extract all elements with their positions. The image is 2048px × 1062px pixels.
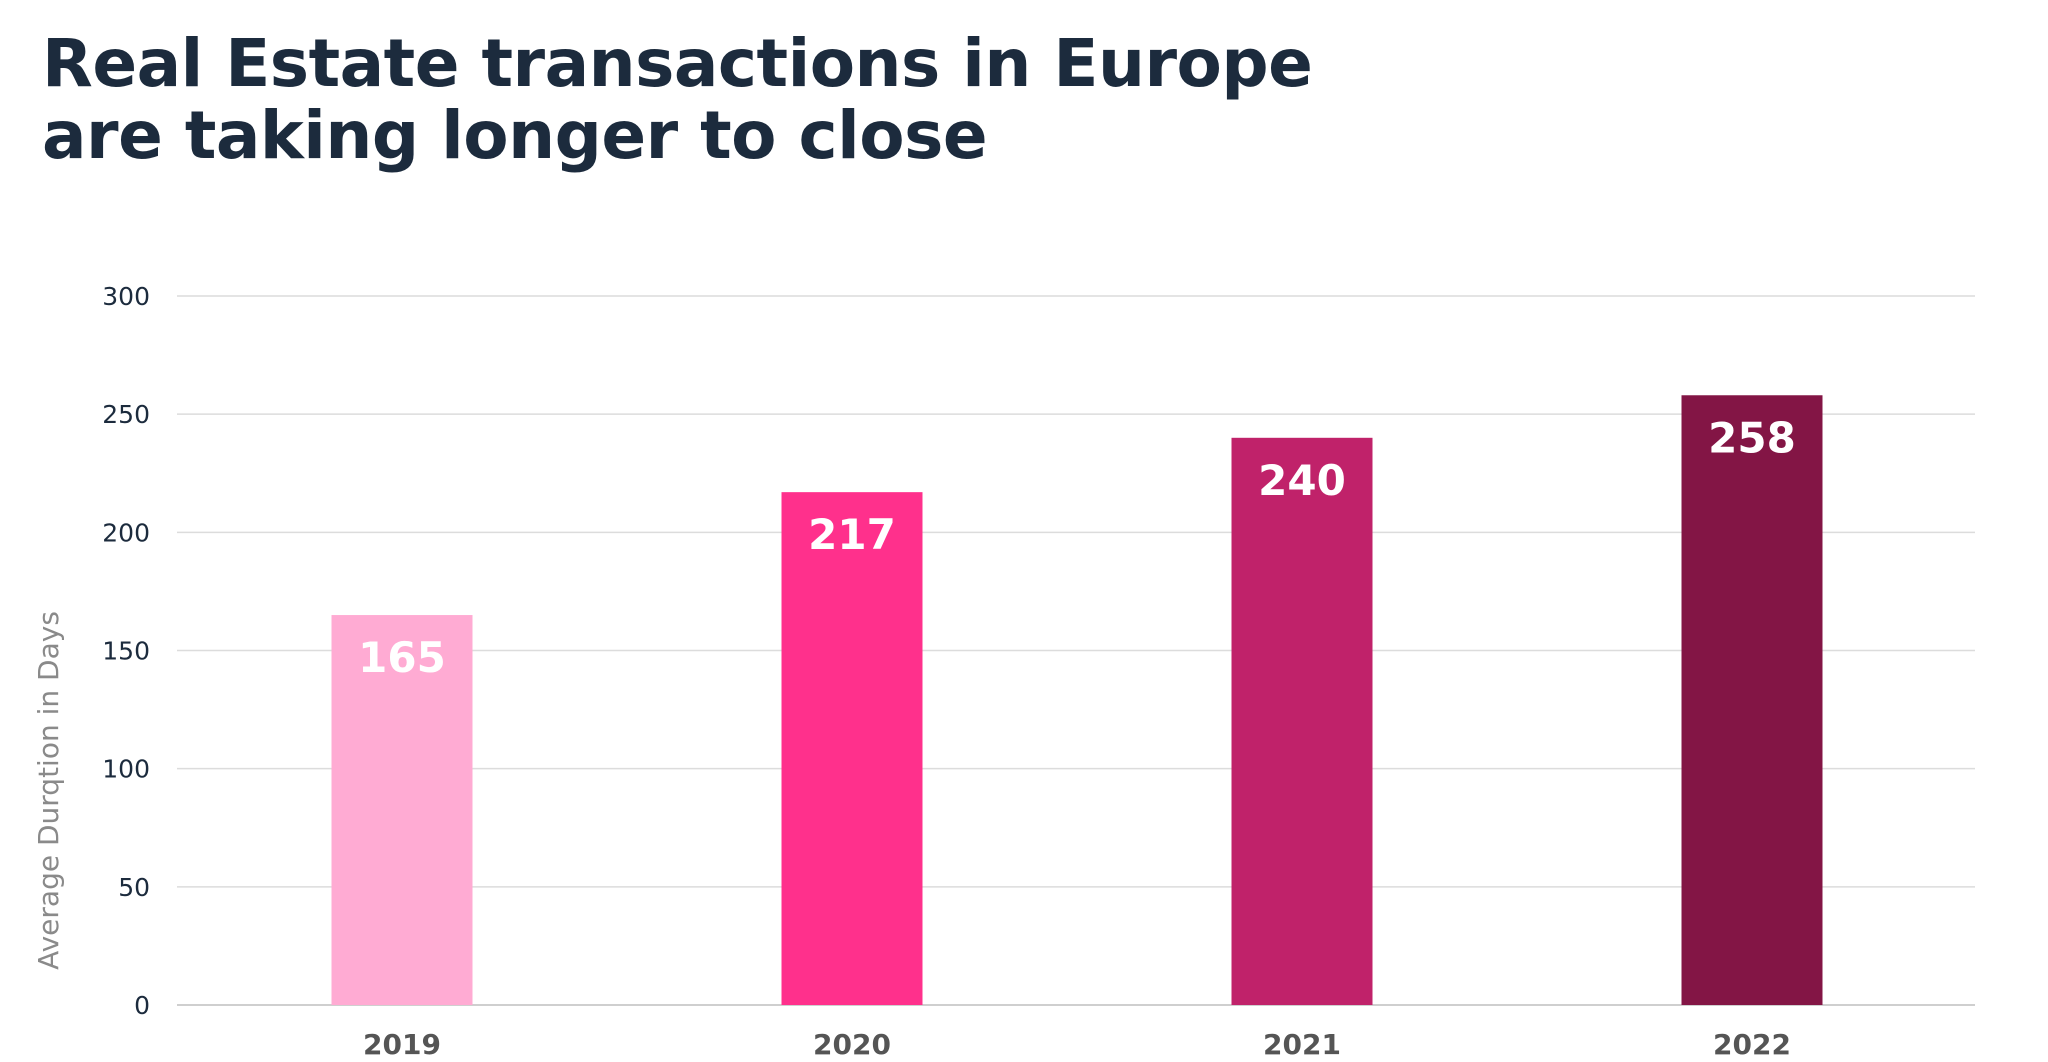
category-label-2022: 2022 [1713, 1028, 1791, 1061]
bar-2022 [1681, 395, 1823, 1005]
data-labels: 165 217 240 258 [358, 413, 1796, 682]
bar-2021 [1231, 437, 1373, 1005]
y-tick-label: 150 [102, 637, 150, 666]
chart-title: Real Estate transactions in Europe are t… [42, 25, 1313, 174]
y-tick-label: 50 [118, 873, 150, 902]
grid-lines [177, 295, 1975, 1006]
category-label-2021: 2021 [1263, 1028, 1341, 1061]
chart-title-line-1: Real Estate transactions in Europe [42, 25, 1313, 102]
y-axis-ticks: 0 50 100 150 200 250 300 [102, 282, 150, 1020]
y-tick-label: 300 [102, 282, 150, 311]
category-label-2020: 2020 [813, 1028, 891, 1061]
y-axis-label: Average Durqtion in Days [32, 611, 65, 970]
bar-2019 [331, 615, 473, 1005]
x-axis-categories: 2019 2020 2021 2022 [363, 1028, 1791, 1061]
y-tick-label: 200 [102, 518, 150, 547]
data-label-2021: 240 [1258, 456, 1346, 505]
y-tick-label: 250 [102, 400, 150, 429]
category-label-2019: 2019 [363, 1028, 441, 1061]
data-label-2019: 165 [358, 633, 446, 682]
bar-2020 [781, 492, 923, 1005]
data-label-2022: 258 [1708, 413, 1796, 462]
y-tick-label: 100 [102, 755, 150, 784]
bars [331, 395, 1823, 1005]
data-label-2020: 217 [808, 510, 896, 559]
chart-title-line-2: are taking longer to close [42, 97, 988, 174]
y-tick-label: 0 [134, 991, 150, 1020]
